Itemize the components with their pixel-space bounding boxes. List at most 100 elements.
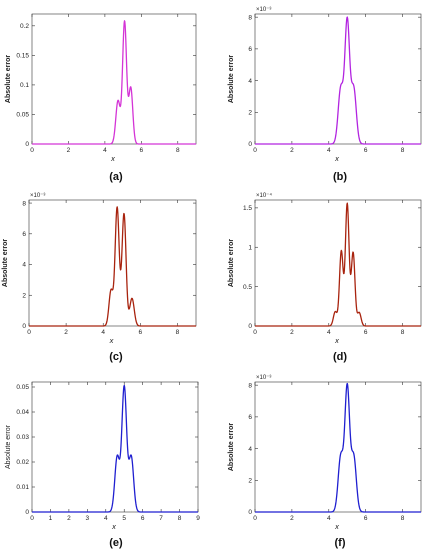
y-tick-label: 0.05	[16, 112, 29, 119]
y-tick-label: 0.15	[16, 53, 29, 60]
y-tick-label: 2	[248, 109, 252, 116]
x-tick-label: 6	[141, 515, 145, 522]
x-tick-label: 6	[364, 147, 368, 154]
x-tick-label: 2	[67, 515, 71, 522]
x-tick-label: 4	[104, 515, 108, 522]
y-tick-label: 0.1	[20, 82, 29, 89]
series-line	[31, 20, 197, 145]
x-tick-label: 4	[327, 515, 331, 522]
plot-area	[28, 199, 197, 327]
x-tick-label: 6	[140, 147, 144, 154]
y-tick-label: 0.02	[16, 459, 29, 466]
x-tick-label: 2	[67, 147, 71, 154]
y-tick-label: 6	[248, 414, 252, 421]
x-tick-label: 7	[159, 515, 163, 522]
x-tick-label: 6	[139, 329, 143, 336]
panel-caption: (c)	[109, 351, 123, 363]
x-axis-label: x	[334, 336, 339, 345]
x-tick-label: 1	[49, 515, 53, 522]
x-axis-label: x	[334, 154, 339, 163]
y-tick-label: 0	[248, 509, 252, 516]
y-tick-label: 0.05	[16, 384, 29, 391]
chart-panel-a: 0 0.05 0.1 0.15 0.2 0 2 4 6 8 Absolute error x (a)	[5, 13, 197, 183]
y-axis-label: Absolute error	[2, 239, 9, 288]
x-tick-label: 0	[253, 147, 257, 154]
plot-area	[254, 199, 422, 327]
y-tick-label: 8	[248, 382, 252, 389]
x-tick-label: 2	[290, 147, 294, 154]
x-tick-label: 6	[364, 329, 368, 336]
x-tick-label: 9	[196, 515, 200, 522]
x-tick-label: 6	[364, 515, 368, 522]
series-line	[254, 16, 422, 145]
x-tick-label: 0	[27, 329, 31, 336]
x-tick-label: 8	[401, 515, 405, 522]
x-tick-label: 8	[401, 329, 405, 336]
chart-panel-d: 0 0.5 1 1.5 0 2 4 6 8 ×10⁻⁴ Absolute error x (d)	[228, 192, 422, 363]
chart-panel-f: 0 2 4 6 8 0 2 4 6 8 ×10⁻³ Absolute error x (f)	[228, 375, 422, 549]
plot-area	[254, 381, 422, 513]
x-tick-label: 4	[101, 329, 105, 336]
axis-multiplier: ×10⁻⁴	[256, 192, 272, 199]
x-axis-label: x	[334, 522, 339, 531]
x-tick-label: 0	[30, 515, 34, 522]
series-line	[28, 206, 197, 327]
chart-panel-b: 0 2 4 6 8 0 2 4 6 8 ×10⁻³ Absolute error x (b)	[228, 7, 422, 183]
x-axis-label: x	[111, 522, 116, 531]
y-tick-label: 0.2	[20, 23, 29, 30]
x-axis-label: x	[110, 154, 115, 163]
x-tick-label: 4	[327, 147, 331, 154]
y-axis-label: Absolute error	[228, 239, 235, 288]
x-tick-label: 4	[103, 147, 107, 154]
y-tick-label: 0	[248, 323, 252, 330]
axis-multiplier: ×10⁻³	[256, 375, 271, 381]
y-tick-label: 1	[248, 244, 252, 251]
y-tick-label: 0	[248, 141, 252, 148]
x-tick-label: 0	[253, 329, 257, 336]
y-tick-label: 0	[25, 141, 29, 148]
y-axis-label: Absolute error	[5, 55, 12, 104]
panel-caption: (f)	[335, 537, 346, 549]
y-tick-label: 4	[248, 78, 252, 85]
y-tick-label: 0.03	[16, 434, 29, 441]
plot-area	[254, 13, 422, 145]
y-tick-label: 4	[248, 446, 252, 453]
x-tick-label: 2	[64, 329, 68, 336]
x-tick-label: 0	[253, 515, 257, 522]
y-tick-label: 0.5	[243, 284, 252, 291]
x-tick-label: 2	[290, 515, 294, 522]
y-tick-label: 2	[22, 292, 26, 299]
series-line	[254, 382, 422, 513]
x-tick-label: 0	[30, 147, 34, 154]
y-axis-label: Absolute error	[5, 424, 12, 469]
y-tick-label: 6	[22, 231, 26, 238]
panel-caption: (a)	[109, 171, 123, 183]
y-tick-label: 4	[22, 262, 26, 269]
y-tick-label: 0	[25, 509, 29, 516]
y-tick-label: 0	[22, 323, 26, 330]
y-tick-label: 0.01	[16, 484, 29, 491]
y-tick-label: 6	[248, 46, 252, 53]
x-tick-label: 3	[86, 515, 90, 522]
panel-caption: (e)	[109, 537, 123, 549]
x-tick-label: 2	[290, 329, 294, 336]
y-tick-label: 1.5	[243, 205, 252, 212]
y-tick-label: 8	[22, 200, 26, 207]
y-tick-label: 0.04	[16, 409, 29, 416]
x-tick-label: 5	[122, 515, 126, 522]
panel-caption: (b)	[333, 171, 347, 183]
y-axis-label: Absolute error	[228, 423, 235, 472]
x-tick-label: 4	[327, 329, 331, 336]
series-line	[254, 202, 422, 327]
series-line	[31, 384, 199, 513]
x-tick-label: 8	[401, 147, 405, 154]
chart-panel-e: 0 0.01 0.02 0.03 0.04 0.05 0 1 2 3 4 5 6 7 8 9 Absolute …	[5, 381, 200, 549]
plot-area	[31, 381, 199, 513]
chart-panel-c: 0 2 4 6 8 0 2 4 6 8 ×10⁻³ Absolute error x (c)	[2, 193, 197, 363]
y-tick-label: 8	[248, 14, 252, 21]
x-tick-label: 8	[176, 329, 180, 336]
plot-area	[31, 13, 197, 145]
y-tick-label: 2	[248, 477, 252, 484]
x-axis-label: x	[109, 336, 114, 345]
